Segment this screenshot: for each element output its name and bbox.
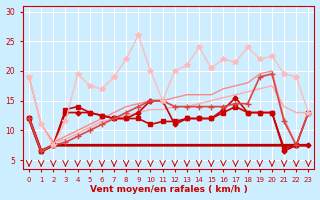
X-axis label: Vent moyen/en rafales ( km/h ): Vent moyen/en rafales ( km/h ) xyxy=(90,185,248,194)
